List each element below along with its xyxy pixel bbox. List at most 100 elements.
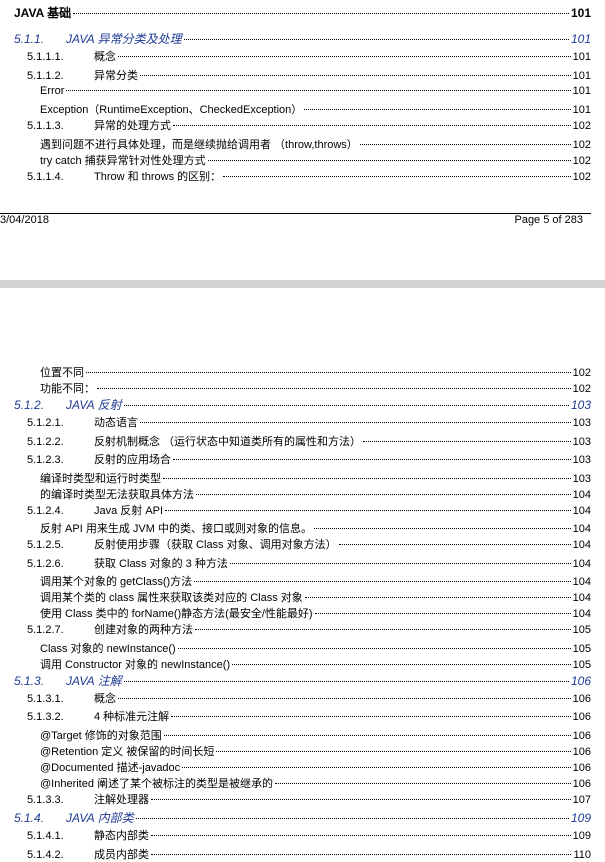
dot-leader — [195, 629, 571, 630]
dot-leader — [232, 663, 571, 665]
dot-leader — [86, 372, 571, 373]
toc-page: 101 — [572, 104, 591, 116]
toc-number: 5.1.2.1. — [27, 417, 64, 429]
toc-entry: 5.1.4.1. 静态内部类 109 — [27, 827, 591, 843]
toc-page: 101 — [572, 51, 591, 63]
toc-title: 调用某个类的 class 属性来获取该类对应的 Class 对象 — [40, 592, 303, 604]
dot-leader — [177, 647, 571, 649]
toc-number: 5.1.1.3. — [27, 120, 64, 132]
toc-entry: 编译时类型和运行时类型 103 — [40, 470, 591, 486]
toc-page: 107 — [572, 793, 591, 806]
toc-entry: @Retention 定义 被保留的时间长短 106 — [40, 743, 591, 759]
toc-number: 5.1.1.4. — [27, 170, 64, 183]
toc-title: Java 反射 API — [94, 504, 164, 517]
dot-leader — [304, 597, 571, 598]
toc-page: 103 — [572, 454, 591, 466]
toc-entry: 5.1.3.3. 注解处理器 107 — [27, 791, 591, 807]
toc-number: 5.1.1.1. — [27, 51, 64, 63]
dot-leader — [151, 798, 571, 800]
footer-rule — [0, 213, 591, 214]
toc-title: JAVA 内部类 — [66, 811, 134, 825]
toc-number: 5.1.2. — [14, 398, 45, 412]
toc-page: 101 — [572, 85, 591, 97]
toc-page: 106 — [572, 777, 591, 790]
dot-leader — [207, 159, 571, 161]
dot-leader — [140, 74, 571, 76]
toc-number: 5.1.2.2. — [27, 435, 64, 448]
toc-title: 位置不同 — [40, 367, 84, 379]
dot-leader — [173, 125, 571, 126]
toc-entry: 5.1.4. JAVA 内部类 109 — [14, 809, 591, 826]
toc-number: 5.1.3.2. — [27, 711, 64, 723]
toc-entry: Class 对象的 newInstance() 105 — [40, 640, 591, 656]
toc-number: 5.1.2.6. — [27, 557, 64, 570]
dot-leader — [216, 750, 571, 752]
toc-entry: try catch 捕获异常针对性处理方式 102 — [40, 152, 591, 168]
toc-entry: 5.1.2.6. 获取 Class 对象的 3 种方法 104 — [27, 555, 591, 571]
toc-entry: 5.1.3.1. 概念 106 — [27, 690, 591, 706]
toc-entry: 调用 Constructor 对象的 newInstance() 105 — [40, 656, 591, 672]
dot-leader — [196, 493, 571, 495]
toc-title: 概念 — [94, 692, 116, 705]
toc-page: 103 — [572, 417, 591, 429]
toc-title: 概念 — [94, 51, 116, 63]
toc-entry: 5.1.2.3. 反射的应用场合 103 — [27, 451, 591, 467]
dot-leader — [118, 697, 571, 699]
toc-entry: 反射 API 用来生成 JVM 中的类、接口或则对象的信息。 104 — [40, 520, 591, 536]
toc-page: 102 — [572, 138, 591, 151]
toc-entry: 功能不同： 102 — [40, 380, 591, 396]
toc-title: @Inherited 阐述了某个被标注的类型是被继承的 — [40, 777, 274, 790]
toc-entry: 5.1.2.2. 反射机制概念 （运行状态中知道类所有的属性和方法） 103 — [27, 433, 591, 449]
toc-entry: 5.1.1. JAVA 异常分类及处理 101 — [14, 30, 591, 47]
toc-entry: 5.1.2.7. 创建对象的两种方法 105 — [27, 621, 591, 637]
toc-title: JAVA 注解 — [66, 673, 122, 688]
toc-entry: @Documented 描述-javadoc 106 — [40, 759, 591, 775]
toc-number: 5.1.2.4. — [27, 504, 64, 517]
dot-leader — [118, 56, 571, 57]
toc-title: 静态内部类 — [94, 830, 149, 842]
dot-leader — [151, 853, 572, 855]
toc-entry: 5.1.4.2. 成员内部类 110 — [27, 846, 591, 862]
footer-date: 3/04/2018 — [0, 214, 49, 226]
toc-entry: 5.1.2. JAVA 反射 103 — [14, 396, 591, 413]
toc-page: 102 — [572, 367, 591, 379]
toc-page: 104 — [572, 539, 591, 551]
dot-leader — [123, 680, 569, 682]
dot-leader — [194, 581, 571, 582]
toc-page: 104 — [572, 608, 591, 620]
toc-page: 103 — [570, 398, 591, 412]
toc-page: 104 — [572, 557, 591, 570]
toc-title: JAVA 异常分类及处理 — [66, 32, 182, 46]
dot-leader — [182, 766, 571, 768]
toc-title: Exception（RuntimeException、CheckedExcept… — [40, 104, 303, 116]
toc-page: 106 — [570, 673, 591, 688]
toc-title: 创建对象的两种方法 — [94, 624, 193, 636]
toc-page: 106 — [572, 692, 591, 705]
toc-title: 成员内部类 — [94, 848, 149, 861]
toc-number: 5.1.1.2. — [27, 69, 64, 82]
toc-page: 106 — [572, 711, 591, 723]
toc-entry: Error 101 — [40, 85, 591, 97]
toc-title: @Target 修饰的对象范围 — [40, 729, 162, 742]
toc-number: 5.1.3.3. — [27, 793, 64, 806]
toc-page: 105 — [572, 642, 591, 655]
toc-entry: 5.1.1.1. 概念 101 — [27, 48, 591, 64]
toc-entry: 5.1.1.2. 异常分类 101 — [27, 67, 591, 83]
page-top: JAVA 基础 101 5.1.1. JAVA 异常分类及处理 101 5.1.1.1. 概… — [0, 0, 605, 230]
dot-leader — [363, 440, 571, 442]
toc-title: 遇到问题不进行具体处理，而是继续抛给调用者 （throw,throws） — [40, 138, 358, 151]
toc-page: 105 — [572, 624, 591, 636]
toc-title: 反射机制概念 （运行状态中知道类所有的属性和方法） — [94, 435, 362, 448]
dot-leader — [314, 613, 571, 614]
dot-leader — [73, 13, 569, 14]
toc-title: @Retention 定义 被保留的时间长短 — [40, 745, 215, 758]
toc-page: 103 — [572, 435, 591, 448]
toc-entry: 5.1.2.4. Java 反射 API 104 — [27, 502, 591, 518]
toc-page: 101 — [572, 69, 591, 82]
toc-number: 5.1.4. — [14, 811, 45, 825]
dot-leader — [165, 509, 571, 511]
toc-title: 动态语言 — [94, 417, 138, 429]
toc-entry: 使用 Class 类中的 forName()静态方法(最安全/性能最好) 104 — [40, 605, 591, 621]
dot-leader — [123, 405, 569, 406]
